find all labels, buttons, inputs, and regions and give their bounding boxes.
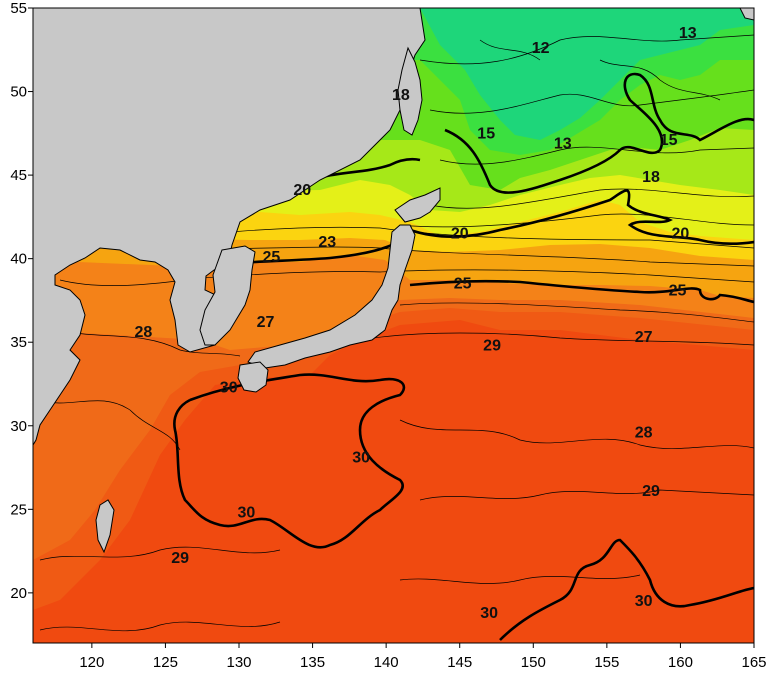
contour-label: 29 [642,483,660,500]
contour-label: 29 [483,338,501,355]
contour-label: 15 [477,125,495,142]
japan-honshu [247,224,416,369]
contour-label: 30 [237,505,255,522]
y-tick-label: 30 [10,418,27,435]
contour-label: 28 [134,324,152,341]
y-tick-label: 20 [10,585,27,602]
plot-frame [32,7,755,644]
contour-label: 30 [220,379,238,396]
x-tick-label: 120 [79,654,104,671]
contour-label: 18 [642,169,660,186]
y-tick-label: 40 [10,251,27,268]
y-tick-label: 45 [10,167,27,184]
contour-label: 30 [480,605,498,622]
contour-label: 25 [454,276,472,293]
y-tick-label: 55 [10,0,27,17]
x-tick-label: 150 [521,654,546,671]
japan-kyushu [237,361,269,393]
contour-label: 18 [392,87,410,104]
mainland-asia [33,8,426,446]
thin-isotherms [39,34,754,632]
japan-hokkaido [394,187,441,223]
x-tick-label: 145 [447,654,472,671]
contour-label: 29 [171,550,189,567]
korean-peninsula [199,245,256,346]
contour-label: 23 [318,234,336,251]
y-tick-label: 25 [10,501,27,518]
contour-label: 30 [635,593,653,610]
x-tick-label: 135 [300,654,325,671]
taiwan-island [95,499,115,554]
contour-label: 25 [669,282,687,299]
x-tick-label: 125 [153,654,178,671]
y-tick-label: 35 [10,334,27,351]
contour-label: 28 [635,424,653,441]
contour-label: 12 [532,40,550,57]
isotherm-30 [173,373,754,641]
contour-label: 13 [679,25,697,42]
contour-label: 13 [554,135,572,152]
isotherm-15 [444,72,754,194]
contour-label: 27 [257,314,275,331]
contour-label: 27 [635,329,653,346]
contour-label: 25 [262,249,280,266]
contour-label: 30 [352,450,370,467]
x-tick-label: 165 [741,654,766,671]
contour-label: 20 [451,226,469,243]
y-tick-label: 50 [10,84,27,101]
x-tick-label: 130 [226,654,251,671]
land-masses [33,8,754,554]
sakhalin-island [397,46,423,136]
contour-labels: 12 13 18 15 13 15 18 20 20 20 23 25 25 25 27 28 27 29 30 28… [134,25,696,622]
x-tick-label: 160 [668,654,693,671]
contour-label: 20 [293,182,311,199]
x-tick-label: 155 [594,654,619,671]
x-tick-label: 140 [374,654,399,671]
y-axis: 20 25 30 35 40 45 50 55 [10,0,33,602]
contour-label: 20 [672,226,690,243]
x-axis: 120 125 130 135 140 145 150 155 160 165 [79,643,767,671]
plot-area [33,8,754,643]
kamchatka [739,8,754,21]
contour-label: 15 [660,132,678,149]
